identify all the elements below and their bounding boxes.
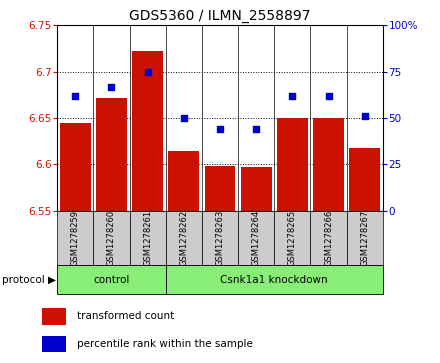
Bar <box>60 123 91 211</box>
Text: Csnk1a1 knockdown: Csnk1a1 knockdown <box>220 274 328 285</box>
Bar <box>202 211 238 265</box>
Text: GSM1278263: GSM1278263 <box>216 210 224 266</box>
Text: GSM1278265: GSM1278265 <box>288 210 297 266</box>
Text: GSM1278266: GSM1278266 <box>324 210 333 266</box>
Bar <box>57 265 166 294</box>
Point <box>108 83 115 89</box>
Text: transformed count: transformed count <box>77 311 174 321</box>
Point <box>216 126 224 132</box>
Text: GSM1278264: GSM1278264 <box>252 210 260 266</box>
Bar <box>42 336 66 352</box>
Text: GSM1278261: GSM1278261 <box>143 210 152 266</box>
Point <box>144 69 151 75</box>
Bar <box>42 308 66 325</box>
Bar <box>274 211 311 265</box>
Text: GSM1278260: GSM1278260 <box>107 210 116 266</box>
Text: control: control <box>93 274 130 285</box>
Bar <box>57 211 93 265</box>
Bar <box>238 211 274 265</box>
Point <box>361 113 368 119</box>
Text: GSM1278259: GSM1278259 <box>71 210 80 266</box>
Bar <box>349 148 380 211</box>
Text: GSM1278267: GSM1278267 <box>360 210 369 266</box>
Bar <box>313 118 344 211</box>
Bar <box>169 151 199 211</box>
Title: GDS5360 / ILMN_2558897: GDS5360 / ILMN_2558897 <box>129 9 311 23</box>
Bar <box>93 211 129 265</box>
Point <box>289 93 296 99</box>
Point <box>72 93 79 99</box>
Bar <box>129 211 166 265</box>
Point <box>253 126 260 132</box>
Bar <box>311 211 347 265</box>
Point <box>325 93 332 99</box>
Text: protocol ▶: protocol ▶ <box>2 274 56 285</box>
Bar <box>132 51 163 211</box>
Point <box>180 115 187 121</box>
Bar <box>166 211 202 265</box>
Text: GSM1278262: GSM1278262 <box>180 210 188 266</box>
Bar <box>96 98 127 211</box>
Bar <box>166 265 383 294</box>
Bar <box>241 167 271 211</box>
Text: percentile rank within the sample: percentile rank within the sample <box>77 339 253 349</box>
Bar <box>205 166 235 211</box>
Bar <box>277 118 308 211</box>
Bar <box>347 211 383 265</box>
